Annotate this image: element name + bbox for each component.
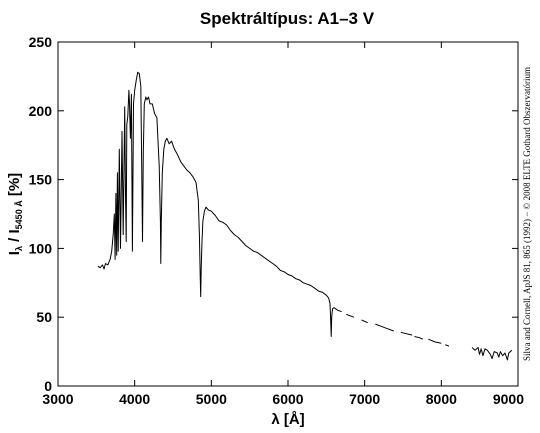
spectrum-line-segment [361,319,368,324]
y-label-unit: [%] [6,173,23,201]
y-tick-label: 200 [29,103,53,119]
spectrum-series [97,71,513,361]
spectrum-line-segment [471,347,513,361]
spectrum-line-segment [375,323,394,332]
x-tick-label: 8000 [426,391,457,407]
spectrum-line-segment [445,344,450,347]
copyright-credit: Silva and Cornell, ApJS 81, 865 (1992) −… [522,67,532,361]
spectrum-line-segment [97,71,342,337]
y-label-sub1: λ [14,246,24,251]
x-tick-label: 4000 [119,391,150,407]
y-tick-label: 50 [36,309,52,325]
y-tick-label: 150 [29,172,53,188]
x-axis: 3000 4000 5000 6000 7000 8000 9000 [42,42,524,407]
y-axis-label: Iλ / I5450 Å [%] [6,173,24,255]
y-tick-label: 0 [44,378,52,394]
y-label-sub2: 5450 Å [14,200,24,230]
x-axis-label: λ [Å] [271,411,304,428]
spectrum-line-segment [414,336,424,340]
x-tick-label: 3000 [42,391,73,407]
x-tick-label: 7000 [349,391,380,407]
y-label-main: I [6,251,23,255]
y-label-sep: / I [6,229,23,246]
y-axis: 0 50 100 150 200 250 [29,34,518,394]
plot-frame [57,41,519,387]
x-tick-label: 6000 [272,391,303,407]
spectrum-line-segment [346,313,355,318]
x-tick-label: 9000 [493,391,524,407]
spectrum-line-segment [400,331,413,336]
x-tick-label: 5000 [196,391,227,407]
spectrum-line-segment [428,338,442,344]
chart-title: Spektráltípus: A1–3 V [200,9,375,28]
y-tick-label: 100 [29,240,53,256]
y-tick-label: 250 [29,34,53,50]
